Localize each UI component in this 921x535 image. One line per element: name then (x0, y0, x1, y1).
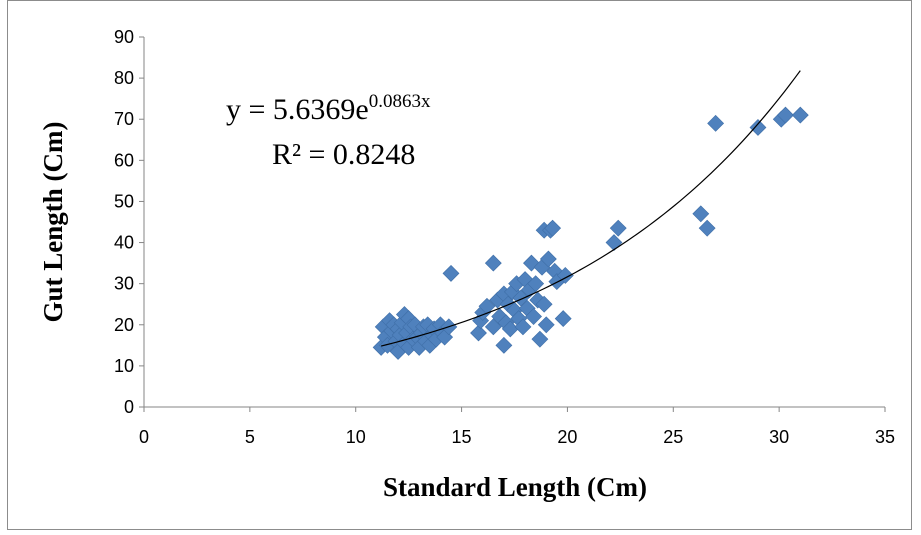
data-point (495, 336, 513, 354)
y-tick-label: 90 (114, 27, 134, 47)
trendline (380, 70, 801, 347)
data-point (777, 106, 794, 124)
data-point (605, 234, 623, 251)
r-squared-label: R² = 0.8248 (272, 138, 415, 171)
data-point (531, 330, 549, 348)
data-point (539, 250, 557, 268)
data-point (470, 324, 487, 342)
data-point (484, 318, 502, 336)
data-point (698, 219, 716, 237)
x-axis-title: Standard Length (Cm) (383, 472, 647, 502)
y-tick-label: 40 (114, 233, 134, 253)
equation-exponent: 0.0863x (369, 91, 431, 112)
y-tick-label: 20 (114, 315, 134, 335)
x-tick-label: 15 (452, 427, 472, 447)
data-point (535, 295, 553, 313)
y-tick-label: 10 (114, 356, 134, 376)
x-tick-label: 10 (346, 427, 366, 447)
x-tick-label: 20 (557, 427, 577, 447)
ticks: 0 10 20 30 40 50 60 70 80 90 0 5 10 15 20 25 30 35 (114, 27, 895, 447)
y-tick-label: 60 (114, 150, 134, 170)
data-point (554, 310, 572, 328)
data-point (442, 264, 460, 282)
data-point (749, 119, 767, 136)
x-tick-label: 0 (139, 427, 149, 447)
x-tick-label: 30 (769, 427, 789, 447)
x-tick-label: 35 (875, 427, 895, 447)
data-point (707, 114, 725, 132)
chart-frame (7, 0, 912, 530)
axes (143, 37, 885, 408)
y-tick-label: 70 (114, 109, 134, 129)
data-point (692, 205, 710, 223)
data-point (525, 308, 542, 325)
data-point (609, 219, 627, 237)
data-point (478, 297, 496, 315)
data-point (527, 275, 545, 293)
trendline-equation: y = 5.6369e0.0863x (226, 91, 431, 126)
data-point (537, 316, 555, 334)
data-point (791, 106, 809, 124)
plot-marks (372, 70, 809, 360)
x-tick-label: 25 (663, 427, 683, 447)
y-tick-label: 80 (114, 68, 134, 88)
y-tick-label: 50 (114, 191, 134, 211)
x-tick-label: 5 (245, 427, 255, 447)
data-point (544, 219, 562, 237)
equation-base: y = 5.6369e (226, 93, 369, 126)
y-axis-title: Gut Length (Cm) (38, 122, 68, 323)
data-point (484, 254, 502, 272)
y-tick-label: 0 (124, 397, 134, 417)
y-tick-label: 30 (114, 274, 134, 294)
data-point (514, 318, 532, 336)
data-point (512, 289, 530, 307)
